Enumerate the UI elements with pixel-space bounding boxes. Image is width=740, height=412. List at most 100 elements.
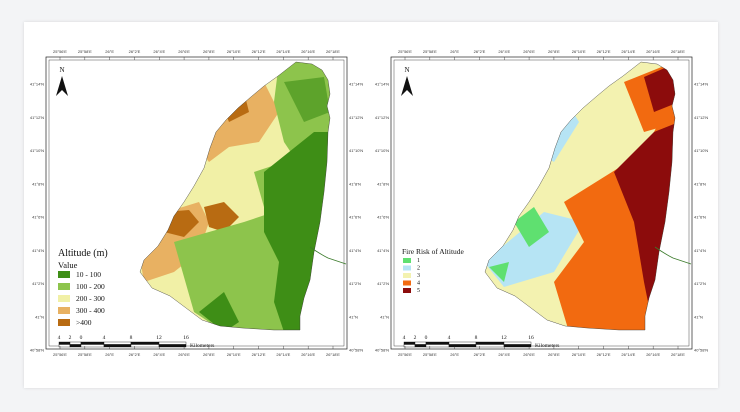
lon-tick-top: 26°10'E [572,49,586,54]
lat-tick-right: 41°14'N [694,82,708,87]
scale-tick-2: 2 [414,335,417,341]
lon-tick-bottom: 25°58'E [78,352,92,357]
lon-tick-top: 26°8'E [203,49,215,54]
legend-altitude: Altitude (m) Value 10 - 100 100 - 200 200 … [58,248,108,327]
altitude-legend-label-5: >400 [76,318,92,327]
lat-tick-left: 41°10'N [375,148,389,153]
fire-risk-legend-swatch-3 [403,273,411,278]
lon-tick-bottom: 25°58'E [423,352,437,357]
maps-figure: N N Altitude (m) Value 10 - 100 100 - 200… [30,49,708,357]
lon-tick-bottom: 26°2'E [474,352,486,357]
lon-tick-top: 26°2'E [474,49,486,54]
lat-tick-right: 41°14'N [349,82,363,87]
lat-tick-left: 40°58'N [375,348,389,353]
fire-risk-legend-swatch-2 [403,265,411,271]
lat-tick-left: 41°8'N [32,181,44,186]
lon-tick-bottom: 25°56'E [398,352,412,357]
scale-tick-7: 16 [183,335,189,341]
legend-title-right: Fire Risk of Altitude [402,247,465,256]
lon-tick-bottom: 25°56'E [53,352,67,357]
lat-tick-right: 41°10'N [349,148,363,153]
scale-tick-3: 0 [425,335,428,341]
lat-tick-right: 40°58'N [349,348,363,353]
lon-tick-bottom: 26°8'E [203,352,215,357]
scale-tick-6: 12 [501,335,507,341]
fire-risk-legend-swatch-4 [403,280,411,286]
lon-tick-bottom: 26°4'E [153,352,165,357]
lat-tick-right: 41°8'N [349,181,361,186]
fire-risk-legend-label-2: 2 [417,266,420,272]
lat-tick-right: 41°6'N [694,215,706,220]
lon-tick-top: 26°E [450,49,459,54]
lon-tick-bottom: 26°2'E [129,352,141,357]
lon-tick-top: 26°18'E [671,49,685,54]
lon-tick-top: 25°58'E [423,49,437,54]
lat-tick-right: 41°8'N [694,181,706,186]
scale-unit: Kilometers [190,343,214,349]
lat-tick-right: 41°12'N [349,115,363,120]
altitude-legend-swatch-1 [58,271,70,278]
altitude-legend-label-2: 100 - 200 [76,282,105,291]
lon-tick-top: 26°12'E [597,49,611,54]
north-arrow-right: N [401,66,413,96]
altitude-legend-swatch-3 [58,295,70,302]
lon-tick-bottom: 26°14'E [621,352,635,357]
scale-unit: Kilometers [535,343,559,349]
lon-tick-bottom: 26°12'E [252,352,266,357]
lon-tick-top: 26°4'E [153,49,165,54]
lat-tick-left: 41°4'N [377,248,389,253]
lon-tick-bottom: 26°18'E [671,352,685,357]
legend-fire-risk: Fire Risk of Altitude 1 23 45 [402,247,465,294]
lat-tick-left: 41°8'N [377,181,389,186]
lon-tick-bottom: 26°16'E [301,352,315,357]
lon-tick-top: 26°8'E [548,49,560,54]
lat-tick-left: 41°2'N [377,281,389,286]
lon-tick-bottom: 26°16'E [646,352,660,357]
lon-tick-top: 26°18'E [326,49,340,54]
lat-tick-left: 41°N [380,314,389,319]
lat-tick-right: 41°N [349,314,358,319]
lon-tick-top: 26°2'E [129,49,141,54]
lon-tick-top: 25°56'E [398,49,412,54]
lat-tick-left: 41°2'N [32,281,44,286]
scale-tick-4: 4 [448,335,451,341]
fire-risk-legend-label-4: 4 [417,281,420,287]
lat-tick-right: 41°4'N [694,248,706,253]
lon-tick-top: 26°14'E [621,49,635,54]
lat-tick-left: 41°10'N [30,148,44,153]
altitude-legend-swatch-2 [58,283,70,290]
altitude-legend-label-4: 300 - 400 [76,306,105,315]
lon-tick-bottom: 26°8'E [548,352,560,357]
altitude-raster [140,62,330,330]
svg-text:N: N [59,66,64,74]
lon-tick-bottom: 26°4'E [498,352,510,357]
lon-tick-bottom: 26°18'E [326,352,340,357]
lon-tick-bottom: 26°6'E [523,352,535,357]
svg-text:N: N [404,66,409,74]
scale-tick-7: 16 [528,335,534,341]
north-arrow-left: N [56,66,68,96]
lat-tick-left: 41°6'N [32,215,44,220]
lat-tick-left: 41°4'N [32,248,44,253]
lon-tick-bottom: 26°6'E [178,352,190,357]
altitude-map [45,56,348,350]
altitude-legend-label-1: 10 - 100 [76,270,101,279]
lon-tick-bottom: 26°14'E [276,352,290,357]
fire-risk-raster [485,62,675,330]
fire-risk-legend-label-3: 3 [417,273,420,279]
fire-risk-legend-swatch-5 [403,288,411,293]
lon-tick-top: 25°58'E [78,49,92,54]
fire-risk-map [390,56,693,350]
lat-tick-right: 41°2'N [349,281,361,286]
lon-tick-top: 26°10'E [227,49,241,54]
altitude-legend-swatch-4 [58,307,70,314]
map-frame-left [45,56,348,350]
lat-tick-right: 41°6'N [349,215,361,220]
lat-tick-left: 41°14'N [375,82,389,87]
legend-title-left: Altitude (m) [58,248,108,259]
lon-tick-top: 26°16'E [301,49,315,54]
scale-tick-6: 12 [156,335,162,341]
lon-tick-top: 25°56'E [53,49,67,54]
